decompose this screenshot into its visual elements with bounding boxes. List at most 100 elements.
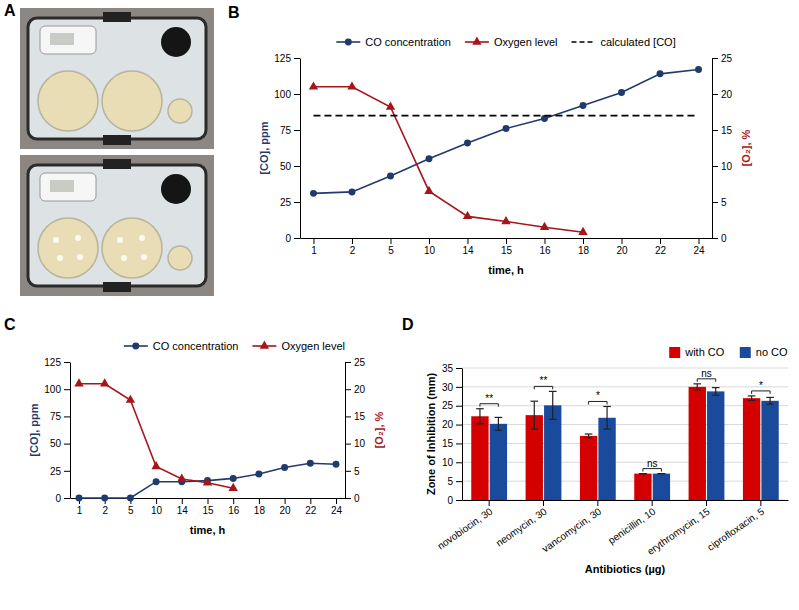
figure: AB12510141516182022240255075100125051015… [0,0,799,606]
tick-mark [294,94,300,95]
tick-label: 2 [102,505,108,516]
legend-item: CO concentration [336,36,451,48]
tick-label: 15 [721,125,733,136]
tick-mark [208,498,209,504]
significance-bracket [752,391,770,394]
tick-label: 50 [280,161,292,172]
marker [203,477,212,485]
panel-letter: B [228,4,240,21]
tick-mark [313,238,314,244]
grid-line [462,405,788,406]
co-detector [40,26,96,54]
tick-mark [597,500,598,506]
tick-label: 30 [442,382,454,393]
axis-line [300,59,301,239]
tick: 24 [331,498,343,516]
photo-background [20,8,214,149]
tick: 0 [345,493,360,504]
tick: 25 [442,400,462,411]
error-bar-stem [534,401,535,429]
tick-mark [64,362,70,363]
petri-dish [168,99,192,123]
tick-label: 0 [721,233,727,244]
marker [100,378,109,386]
panel: A [4,2,214,296]
tick-mark [64,416,70,417]
y2-axis-title: [O₂], % [740,129,752,166]
error-bar-stem [479,409,480,424]
plot-area [309,66,702,235]
tick-mark [706,500,707,506]
tick-mark [660,238,661,244]
tick-mark [543,500,544,506]
tick-label: 20 [354,384,366,395]
tick: 25 [50,466,70,477]
error-bar [585,434,593,438]
error-bar-cap [639,473,647,474]
error-bar-cap [766,397,774,398]
tick: 50 [280,161,300,172]
plot-area [74,378,339,501]
disk [121,255,127,261]
tick: 0 [447,495,462,506]
legend: CO concentrationOxygen level [124,340,345,352]
y-axis: 0255075100125 [44,357,70,504]
lid [161,27,191,57]
x-axis-title: Antibiotics (µg) [585,563,666,575]
tick: 50 [50,438,70,449]
error-bar-stem [769,397,770,404]
grid-line [462,424,788,425]
tick: 25 [280,197,300,208]
tick: 20 [345,384,366,395]
tick-label: 10 [151,505,163,516]
error-bar [712,388,720,396]
y-axis-title: Zone of Inhibition (mm) [425,373,437,496]
marker [501,216,510,224]
tick: 20 [616,238,628,256]
tick-mark [64,444,70,445]
legend-swatch [669,347,680,358]
tick-mark [285,498,286,504]
y-axis-title: [CO], ppm [258,121,270,174]
error-bar [693,384,701,390]
significance-label: ** [485,393,493,404]
tick-label: 5 [721,197,727,208]
tick: 16 [539,238,551,256]
tick-label: 100 [274,89,291,100]
marker [618,89,625,96]
tick-label: erythromycin, 15 [645,505,712,557]
error-bar-cap [712,387,720,388]
tick-mark [712,202,718,203]
error-bar-stem [715,388,716,396]
tick-mark [182,498,183,504]
tick-label: 25 [721,53,733,64]
tick: 10 [712,161,733,172]
marker [464,139,471,146]
tick-label: 0 [55,493,61,504]
significance: *****nsns* [480,368,770,472]
error-bar-stem [498,417,499,430]
tick: 5 [345,466,360,477]
error-bar-cap [585,433,593,434]
tick: 15 [501,238,513,256]
tick: 14 [177,498,189,516]
bar [689,387,706,500]
tick-mark [310,498,311,504]
legend-symbol [472,37,481,45]
tick-mark [712,166,718,167]
tick: 10 [424,238,436,256]
tick-mark [456,481,462,482]
photo-background [20,155,214,296]
legend-label: no CO [756,346,788,358]
tick-label: 125 [274,53,291,64]
tick-mark [712,58,718,59]
marker [310,190,317,197]
marker [177,474,186,482]
error-bar [603,406,611,429]
tick-mark [336,498,337,504]
tick-label: 24 [331,505,343,516]
tick-mark [233,498,234,504]
marker [126,395,135,403]
error-bar [639,473,647,474]
axis-line [462,369,463,501]
